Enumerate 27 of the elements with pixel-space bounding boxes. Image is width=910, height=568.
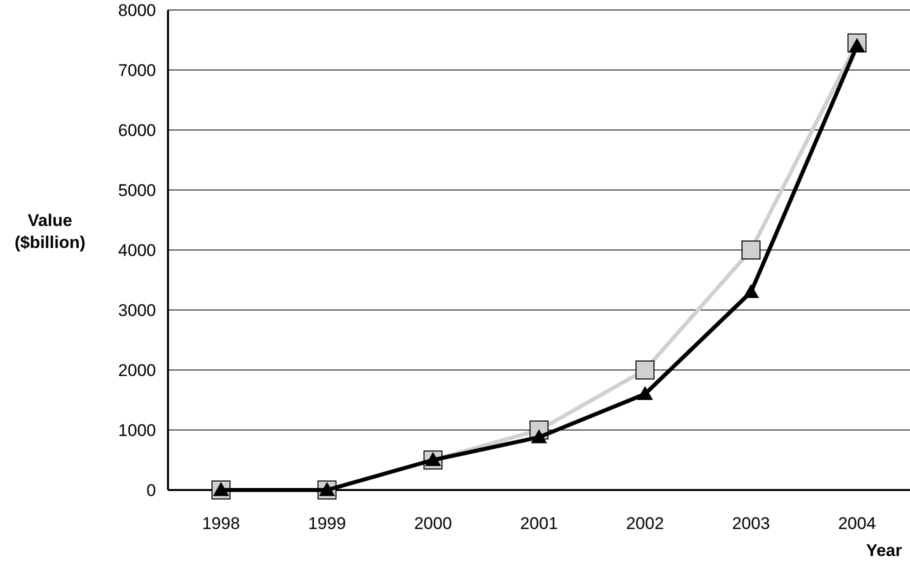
y-tick-label: 5000	[118, 180, 156, 200]
x-tick-label: 2001	[520, 514, 558, 533]
point	[637, 386, 653, 400]
point	[213, 482, 229, 496]
point	[531, 429, 547, 444]
point	[742, 240, 760, 260]
x-tick-label: 2003	[732, 514, 770, 533]
y-tick-label: 2000	[118, 360, 156, 380]
x-tick-label: 1998	[202, 514, 240, 533]
x-tick-label: 2004	[838, 514, 876, 533]
y-tick-label: 3000	[118, 300, 156, 320]
y-axis-title: Value ($billion)	[14, 211, 86, 252]
y-tick-label: 4000	[118, 240, 156, 260]
x-tick-label: 2002	[626, 514, 664, 533]
x-axis-title: Year	[866, 541, 902, 560]
point	[743, 284, 759, 298]
x-tick-label: 2000	[414, 514, 452, 533]
y-tick-label: 7000	[118, 60, 156, 80]
y-tick-label: 8000	[118, 0, 156, 20]
point	[425, 452, 441, 466]
point	[319, 482, 335, 496]
y-tick-label: 6000	[118, 120, 156, 140]
y-tick-label: 0	[146, 480, 156, 500]
y-tick-label: 1000	[118, 420, 156, 440]
x-tick-label: 1999	[308, 514, 346, 533]
point	[849, 38, 865, 52]
point	[636, 360, 654, 380]
